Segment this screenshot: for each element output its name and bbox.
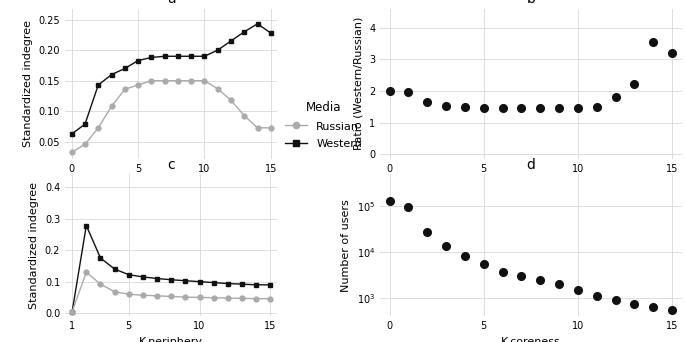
Point [516, 274, 527, 279]
Point [460, 253, 471, 258]
Point [497, 269, 508, 274]
Point [535, 277, 546, 282]
Point [460, 105, 471, 110]
Y-axis label: Number of users: Number of users [341, 199, 351, 292]
Point [535, 106, 546, 111]
X-axis label: K-coreness: K-coreness [501, 337, 561, 342]
Point [591, 293, 602, 299]
Point [384, 198, 395, 204]
Point [591, 104, 602, 109]
Point [440, 243, 451, 248]
Point [667, 50, 677, 56]
Y-axis label: Standardized indegree: Standardized indegree [29, 182, 39, 309]
X-axis label: K-periphery: K-periphery [139, 337, 203, 342]
Point [667, 307, 677, 313]
Point [573, 287, 584, 293]
Title: d: d [527, 158, 535, 172]
Y-axis label: Ratio (Western/Russian): Ratio (Western/Russian) [353, 17, 364, 150]
Point [610, 298, 621, 303]
Point [478, 106, 489, 111]
Point [553, 281, 564, 287]
Point [516, 106, 527, 111]
Point [497, 106, 508, 111]
Point [422, 229, 433, 235]
Point [403, 89, 414, 95]
Point [384, 88, 395, 94]
Title: c: c [167, 158, 175, 172]
Title: b: b [527, 0, 535, 6]
Point [440, 103, 451, 109]
Point [648, 40, 659, 45]
X-axis label: K-coreness: K-coreness [501, 180, 561, 189]
Point [610, 94, 621, 100]
Point [403, 205, 414, 210]
Point [478, 261, 489, 267]
Legend: Russian, Western: Russian, Western [285, 101, 362, 149]
Point [648, 304, 659, 310]
Point [553, 106, 564, 111]
X-axis label: K-coreness: K-coreness [141, 180, 201, 189]
Y-axis label: Standardized indegree: Standardized indegree [23, 20, 33, 147]
Title: a: a [167, 0, 175, 6]
Point [629, 81, 640, 87]
Point [422, 99, 433, 105]
Point [629, 301, 640, 306]
Point [573, 106, 584, 111]
